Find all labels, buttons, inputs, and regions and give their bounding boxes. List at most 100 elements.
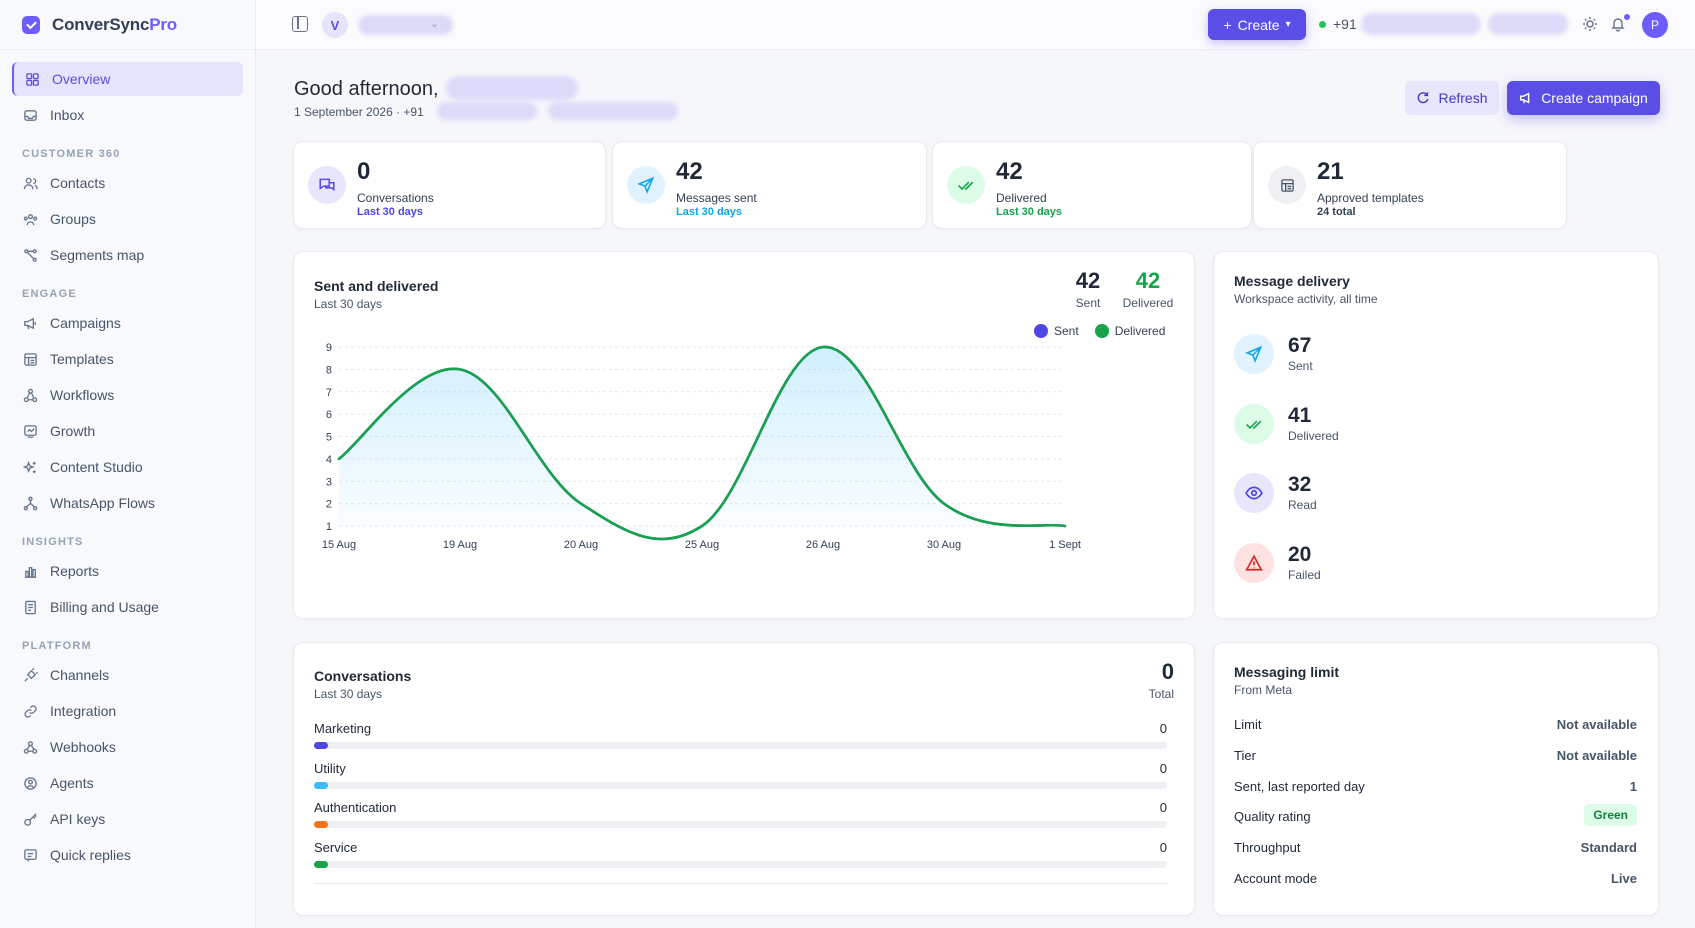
- chevron-down-icon: ▾: [1285, 19, 1291, 30]
- sun-icon[interactable]: [1580, 14, 1600, 34]
- x-tick-label: 26 Aug: [806, 539, 840, 551]
- messaging-limit-card: Messaging limit From Meta Limit Not avail…: [1213, 642, 1659, 916]
- sidebar-item-channels[interactable]: Channels: [12, 658, 243, 692]
- limit-value: 1: [1629, 778, 1637, 794]
- sidebar-item-overview[interactable]: Overview: [12, 62, 243, 96]
- sidebar-toggle-icon[interactable]: [292, 16, 308, 32]
- sidebar-item-integration[interactable]: Integration: [12, 694, 243, 728]
- workspace-name-redacted[interactable]: [358, 15, 453, 35]
- sidebar-item-label: Reports: [50, 563, 100, 579]
- y-tick-label: 8: [326, 364, 332, 376]
- webhook-icon: [22, 739, 38, 755]
- legend-sent: Sent: [1054, 324, 1079, 338]
- delivery-metric-sent: 67 Sent: [1234, 334, 1313, 374]
- stat-value: 42: [996, 158, 1023, 185]
- series-line-delivered: [337, 345, 1067, 541]
- chevron-down-icon[interactable]: ⌄: [430, 18, 440, 30]
- bell-icon[interactable]: [1608, 14, 1628, 34]
- progress-track: [314, 821, 1167, 828]
- limit-row-account-mode: Account mode Live: [1234, 869, 1637, 889]
- x-tick-label: 1 Sept: [1049, 539, 1081, 551]
- delivery-value: 41: [1288, 403, 1312, 427]
- agent-icon: [22, 775, 38, 791]
- segments-icon: [22, 247, 38, 263]
- x-tick-label: 15 Aug: [322, 539, 356, 551]
- refresh-button[interactable]: Refresh: [1405, 81, 1499, 115]
- sidebar-item-segments-map[interactable]: Segments map: [12, 238, 243, 272]
- plug-icon: [22, 667, 38, 683]
- sent-delivered-card: Sent and delivered Last 30 days 4 2 Sent …: [293, 251, 1195, 619]
- growth-icon: [22, 423, 38, 439]
- delivery-value: 67: [1288, 334, 1312, 357]
- sidebar-item-inbox[interactable]: Inbox: [12, 98, 243, 132]
- sidebar-item-workflows[interactable]: Workflows: [12, 378, 243, 412]
- sidebar-item-webhooks[interactable]: Webhooks: [12, 730, 243, 764]
- user-avatar[interactable]: P: [1642, 12, 1668, 38]
- x-tick-label: 19 Aug: [443, 539, 477, 551]
- card-subtitle: From Meta: [1234, 683, 1293, 697]
- category-value: 0: [1159, 839, 1167, 855]
- stat-card-approved-templates: 21 Approved templates 24 total: [1253, 141, 1567, 229]
- phone-number-redacted: [1361, 13, 1481, 35]
- stat-sub: Last 30 days: [676, 206, 743, 218]
- brand[interactable]: ConverSyncPro: [0, 0, 255, 50]
- sidebar-item-agents[interactable]: Agents: [12, 766, 243, 800]
- y-tick-label: 3: [326, 476, 332, 488]
- create-button[interactable]: + Create ▾: [1208, 9, 1306, 40]
- card-subtitle: Workspace activity, all time: [1234, 292, 1378, 306]
- sidebar-item-api-keys[interactable]: API keys: [12, 802, 243, 836]
- progress-fill: [314, 821, 328, 828]
- user-name-redacted: [446, 76, 578, 100]
- bar-chart-icon: [22, 563, 38, 579]
- x-tick-label: 25 Aug: [685, 539, 719, 551]
- workspace-redacted: [548, 102, 678, 120]
- sidebar-item-campaigns[interactable]: Campaigns: [12, 306, 243, 340]
- flow-icon: [22, 495, 38, 511]
- refresh-label: Refresh: [1438, 90, 1488, 106]
- y-tick-label: 5: [326, 432, 332, 444]
- users-icon: [22, 175, 38, 191]
- category-value: 0: [1159, 760, 1167, 776]
- create-campaign-button[interactable]: Create campaign: [1507, 81, 1660, 115]
- limit-key: Tier: [1234, 747, 1256, 763]
- delivered-total: 42 Delivered: [1122, 268, 1174, 310]
- limit-value: Live: [1610, 871, 1637, 886]
- sidebar-item-label: Quick replies: [50, 847, 131, 863]
- delivery-label: Sent: [1288, 359, 1313, 373]
- limit-row-quality-rating: Quality rating Green: [1234, 804, 1637, 827]
- sidebar-item-label: API keys: [50, 811, 106, 827]
- group-icon: [22, 211, 38, 227]
- sidebar-item-label: Billing and Usage: [50, 599, 159, 615]
- megaphone-icon: [22, 315, 38, 331]
- double-check-icon: [1234, 403, 1274, 444]
- brand-name: ConverSyncPro: [52, 14, 177, 34]
- limit-key: Account mode: [1234, 871, 1318, 886]
- category-label: Service: [314, 839, 358, 855]
- sidebar-section-title: INSIGHTS: [22, 536, 84, 548]
- phone-redacted: [437, 102, 537, 120]
- x-tick-label: 30 Aug: [927, 539, 961, 551]
- sidebar-item-reports[interactable]: Reports: [12, 554, 243, 588]
- delivery-value: 20: [1288, 542, 1312, 566]
- double-check-icon: [947, 166, 985, 204]
- stat-card-delivered: 42 Delivered Last 30 days: [932, 141, 1252, 229]
- quality-badge: Green: [1584, 804, 1637, 827]
- sidebar-item-groups[interactable]: Groups: [12, 202, 243, 236]
- sidebar-item-label: Integration: [50, 703, 117, 719]
- sidebar-item-whatsapp-flows[interactable]: WhatsApp Flows: [12, 486, 243, 520]
- progress-fill: [314, 781, 328, 789]
- chart-legend: Sent Delivered: [1034, 324, 1165, 338]
- sidebar-item-content-studio[interactable]: Content Studio: [12, 450, 243, 484]
- sidebar-item-growth[interactable]: Growth: [12, 414, 243, 448]
- create-campaign-label: Create campaign: [1541, 90, 1648, 106]
- stat-sub: 24 total: [1317, 206, 1356, 218]
- sidebar-item-templates[interactable]: Templates: [12, 342, 243, 376]
- workspace-avatar[interactable]: V: [322, 12, 348, 38]
- limit-value: Not available: [1556, 747, 1637, 763]
- sidebar-item-contacts[interactable]: Contacts: [12, 166, 243, 200]
- sidebar-item-label: Channels: [50, 667, 110, 683]
- sidebar-item-billing-and-usage[interactable]: Billing and Usage: [12, 590, 243, 624]
- limit-key: Limit: [1234, 717, 1262, 732]
- sidebar-item-quick-replies[interactable]: Quick replies: [12, 838, 243, 872]
- limit-key: Quality rating: [1234, 809, 1311, 825]
